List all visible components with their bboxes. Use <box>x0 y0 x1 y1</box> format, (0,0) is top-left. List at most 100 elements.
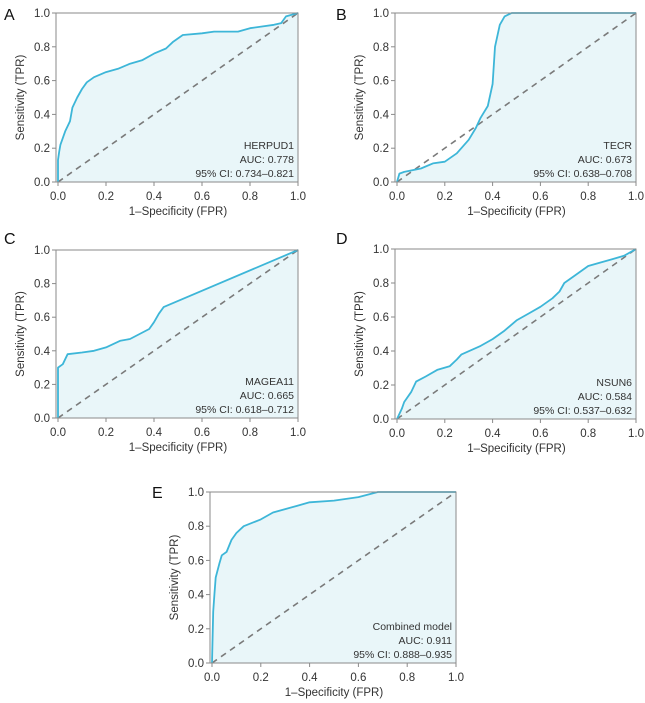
y-tick-label: 0.2 <box>188 624 204 636</box>
x-tick-label: 0.4 <box>302 672 319 684</box>
y-axis-label: Sensitivity (TPR) <box>169 535 181 621</box>
roc-panel-b: 0.0 0.2 0.4 0.6 0.8 1.0 0.0 0.2 0.4 0.6 0.8 1.0 1–Sp… <box>336 7 644 218</box>
y-tick-label: 0.6 <box>373 76 389 88</box>
x-tick-label: 1.0 <box>628 428 644 440</box>
y-axis-label: Sensitivity (TPR) <box>354 55 366 141</box>
x-tick-label: 0.2 <box>98 191 114 203</box>
y-tick-label: 0.2 <box>34 143 50 155</box>
roc-panel-a: 0.0 0.2 0.4 0.6 0.8 1.0 0.0 0.2 0.4 0.6 0.8 1.0 1–Sp… <box>4 7 306 218</box>
y-tick-label: 1.0 <box>34 245 50 257</box>
y-tick-label: 0.2 <box>34 379 50 391</box>
x-tick-label: 0.4 <box>485 428 502 440</box>
model-name: MAGEA11 <box>245 376 294 388</box>
x-tick-label: 0.0 <box>204 672 220 684</box>
roc-curve <box>396 12 636 183</box>
x-tick-label: 1.0 <box>290 191 306 203</box>
x-tick-label: 0.8 <box>580 428 596 440</box>
x-tick-label: 0.4 <box>485 191 502 203</box>
y-tick-label: 0.8 <box>373 42 389 54</box>
x-tick-label: 0.8 <box>242 427 258 439</box>
plot-frame <box>209 491 457 664</box>
roc-panel-d: 0.0 0.2 0.4 0.6 0.8 1.0 0.0 0.2 0.4 0.6 0.8 1.0 1–Sp… <box>336 231 644 455</box>
y-tick-label: 0.0 <box>373 177 389 189</box>
x-tick-label: 0.0 <box>389 428 405 440</box>
x-tick-label: 0.4 <box>146 191 163 203</box>
x-axis-label: 1–Specificity (FPR) <box>285 687 384 699</box>
plot-frame <box>55 12 299 183</box>
x-tick-label: 0.6 <box>350 672 366 684</box>
confidence-interval: 95% CI: 0.537–0.632 <box>533 405 632 417</box>
x-tick-label: 0.2 <box>253 672 269 684</box>
reference-diagonal <box>396 248 637 420</box>
y-axis-label: Sensitivity (TPR) <box>15 55 27 141</box>
auc-value: AUC: 0.665 <box>240 390 294 402</box>
confidence-interval: 95% CI: 0.618–0.712 <box>195 404 294 416</box>
x-tick-label: 0.6 <box>532 428 548 440</box>
y-tick-label: 1.0 <box>373 244 389 256</box>
x-tick-label: 0.8 <box>580 191 596 203</box>
reference-diagonal <box>211 491 457 664</box>
auc-value: AUC: 0.584 <box>578 391 632 403</box>
y-tick-label: 0.6 <box>373 312 389 324</box>
x-tick-label: 0.0 <box>50 191 66 203</box>
y-tick-label: 0.8 <box>188 521 204 533</box>
y-tick-label: 0.6 <box>34 312 50 324</box>
y-tick-label: 0.4 <box>373 109 390 121</box>
y-tick-label: 0.8 <box>373 278 389 290</box>
y-tick-label: 0.0 <box>188 658 204 670</box>
y-tick-label: 0.2 <box>373 143 389 155</box>
y-tick-label: 0.4 <box>34 346 51 358</box>
auc-value: AUC: 0.673 <box>578 154 632 166</box>
x-tick-label: 0.8 <box>242 191 258 203</box>
x-axis-label: 1–Specificity (FPR) <box>467 206 566 218</box>
roc-panel-e: 0.0 0.2 0.4 0.6 0.8 1.0 0.0 0.2 0.4 0.6 0.8 1.0 1–Sp… <box>152 485 464 699</box>
x-tick-label: 0.6 <box>532 191 548 203</box>
y-tick-label: 0.6 <box>34 76 50 88</box>
model-name: Combined model <box>373 621 452 633</box>
y-tick-label: 0.0 <box>373 414 389 426</box>
auc-value: AUC: 0.778 <box>240 154 294 166</box>
y-tick-label: 0.4 <box>188 590 205 602</box>
reference-diagonal <box>57 249 299 419</box>
x-axis-label: 1–Specificity (FPR) <box>467 443 566 455</box>
model-name: TECR <box>603 140 632 152</box>
roc-curve <box>57 249 299 418</box>
x-tick-label: 0.2 <box>437 191 453 203</box>
reference-diagonal <box>57 12 299 183</box>
y-tick-label: 0.6 <box>188 555 204 567</box>
reference-diagonal <box>396 12 637 183</box>
y-tick-label: 1.0 <box>373 8 389 20</box>
model-name: HERPUD1 <box>244 140 294 152</box>
y-tick-label: 0.0 <box>34 413 50 425</box>
x-tick-label: 0.4 <box>146 427 163 439</box>
auc-value: AUC: 0.911 <box>399 635 453 647</box>
roc-curve <box>57 12 299 182</box>
panel-letter: B <box>336 7 347 24</box>
x-axis-label: 1–Specificity (FPR) <box>129 442 228 454</box>
plot-frame <box>394 12 637 183</box>
x-tick-label: 1.0 <box>628 191 644 203</box>
panel-letter: D <box>336 231 348 248</box>
y-axis-label: Sensitivity (TPR) <box>354 291 366 377</box>
x-tick-label: 0.0 <box>50 427 66 439</box>
confidence-interval: 95% CI: 0.638–0.708 <box>533 168 632 180</box>
x-tick-label: 0.0 <box>389 191 405 203</box>
plot-frame <box>55 249 299 419</box>
y-axis-label: Sensitivity (TPR) <box>15 291 27 377</box>
confidence-interval: 95% CI: 0.734–0.821 <box>195 168 294 180</box>
roc-curve <box>396 248 637 420</box>
x-tick-label: 0.6 <box>194 191 210 203</box>
panel-letter: A <box>4 7 15 24</box>
x-tick-label: 0.2 <box>437 428 453 440</box>
roc-curve <box>211 491 456 664</box>
y-tick-label: 0.4 <box>34 109 51 121</box>
x-tick-label: 1.0 <box>448 672 464 684</box>
y-tick-label: 0.4 <box>373 346 390 358</box>
y-tick-label: 0.8 <box>34 279 50 291</box>
x-tick-label: 0.2 <box>98 427 114 439</box>
y-tick-label: 0.8 <box>34 42 50 54</box>
x-tick-label: 1.0 <box>290 427 306 439</box>
y-tick-label: 0.0 <box>34 177 50 189</box>
plot-frame <box>394 248 637 420</box>
